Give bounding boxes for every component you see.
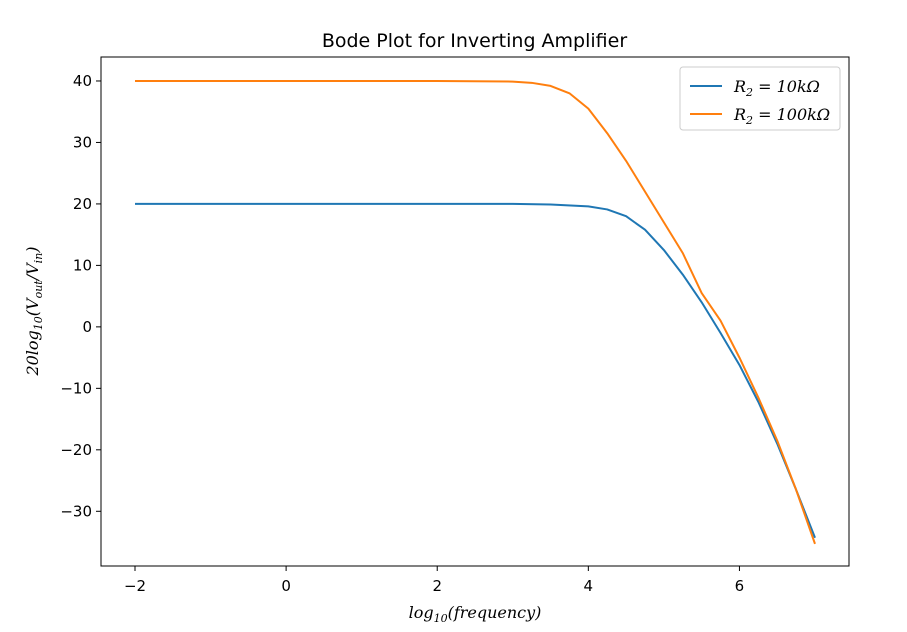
y-tick-label: 30 [73, 133, 92, 151]
plot-frame [100, 56, 850, 567]
x-tick-label: 4 [584, 577, 594, 595]
x-tick-label: 0 [281, 577, 291, 595]
y-tick-label: 10 [73, 256, 92, 274]
y-tick-label: −10 [60, 379, 92, 397]
y-tick-label: −30 [60, 502, 92, 520]
y-tick-label: 40 [73, 72, 92, 90]
x-axis: −2 0 2 4 6 [124, 566, 744, 595]
y-axis: −30 −20 −10 0 10 20 30 40 [60, 72, 101, 520]
y-tick-label: 0 [82, 318, 92, 336]
legend-label-r2-10k: R2 = 10kΩ [733, 77, 820, 99]
x-tick-label: −2 [124, 577, 146, 595]
plot-lines [135, 79, 816, 545]
series-line-0 [135, 202, 816, 539]
legend-label-r2-100k: R2 = 100kΩ [733, 105, 830, 127]
y-tick-label: −20 [60, 441, 92, 459]
y-axis-label: 20log10(Vout/Vin) [23, 246, 45, 376]
x-axis-label: log10(frequency) [409, 603, 542, 625]
x-tick-label: 6 [735, 577, 745, 595]
legend: R2 = 10kΩ R2 = 100kΩ [679, 66, 841, 131]
x-tick-label: 2 [432, 577, 442, 595]
chart-title: Bode Plot for Inverting Amplifier [322, 30, 628, 52]
series-line-1 [135, 79, 816, 545]
y-tick-label: 20 [73, 195, 92, 213]
